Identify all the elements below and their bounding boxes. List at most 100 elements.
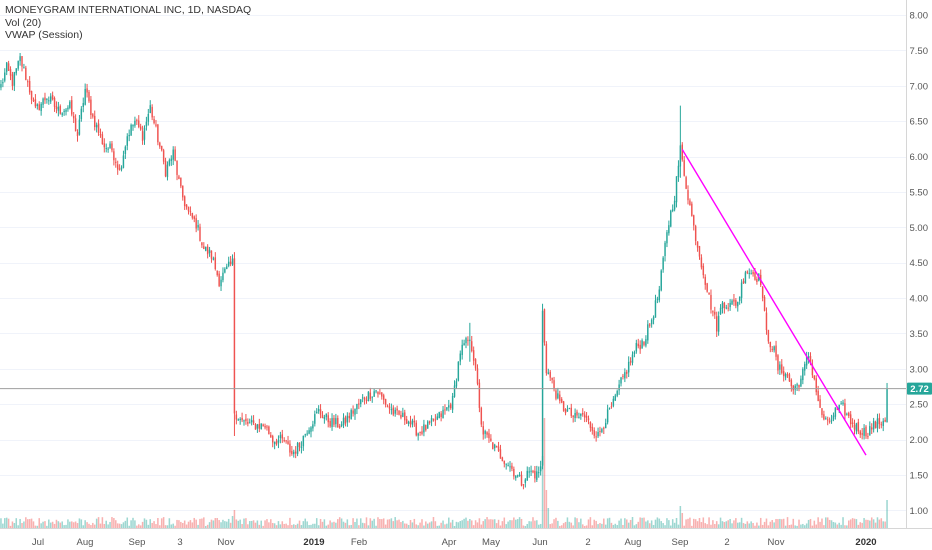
- time-axis-label: Aug: [77, 537, 94, 548]
- price-axis[interactable]: 8.00 7.50 7.00 6.50 6.00 5.50 5.00 4.50 4.00 3.50…: [910, 11, 929, 517]
- volume-bar: [331, 522, 333, 528]
- symbol-title[interactable]: MONEYGRAM INTERNATIONAL INC, 1D, NASDAQ: [5, 4, 252, 16]
- candle-body: [229, 261, 232, 265]
- volume-bar: [723, 522, 726, 528]
- volume-bar: [551, 523, 553, 528]
- candle-body: [21, 56, 23, 67]
- volume-bar: [790, 524, 793, 528]
- volume-bar: [124, 520, 127, 528]
- volume-bar: [275, 525, 278, 528]
- volume-bar: [436, 525, 439, 528]
- volume-bar: [199, 518, 201, 528]
- candle-body: [214, 257, 217, 270]
- volume-bar: [423, 525, 425, 528]
- candle-body: [338, 425, 341, 428]
- candle-body: [268, 426, 270, 435]
- candle-body: [342, 417, 345, 425]
- volume-bar: [671, 519, 674, 528]
- candle-body: [432, 418, 435, 420]
- volume-bar: [59, 522, 62, 528]
- candle-body: [591, 426, 594, 431]
- candle-body: [562, 401, 565, 411]
- candle-body: [662, 257, 664, 270]
- volume-bar: [643, 517, 645, 528]
- candle-body: [254, 424, 257, 430]
- time-axis-label: Aug: [625, 537, 642, 548]
- candle-body: [694, 226, 697, 241]
- volume-bar: [388, 519, 391, 528]
- candle-body: [113, 151, 115, 161]
- candle-body: [249, 422, 251, 424]
- candle-body: [865, 426, 867, 437]
- volume-bar: [869, 520, 871, 528]
- volume-bar: [235, 519, 238, 528]
- volume-bar: [206, 524, 209, 528]
- candle-body: [281, 434, 284, 439]
- volume-bar: [842, 517, 844, 528]
- volume-bar: [499, 525, 502, 528]
- candle-body: [861, 433, 863, 435]
- candle-body: [164, 160, 167, 177]
- volume-bar: [442, 520, 444, 528]
- candle-body: [30, 91, 33, 100]
- time-axis-label: 2019: [303, 537, 324, 548]
- volume-bar: [622, 524, 624, 528]
- volume-bar: [493, 519, 496, 528]
- price-candles: [0, 52, 888, 490]
- volume-bar: [95, 518, 98, 528]
- volume-bar: [626, 519, 628, 528]
- candle-body: [880, 424, 883, 426]
- trendline[interactable]: [681, 149, 867, 456]
- volume-bar: [319, 518, 322, 528]
- volume-bar: [377, 517, 379, 528]
- candle-body: [840, 403, 842, 405]
- volume-bar: [453, 525, 456, 528]
- vwap-indicator-label[interactable]: VWAP (Session): [5, 29, 83, 41]
- volume-bar: [870, 517, 873, 528]
- candle-body: [76, 132, 79, 137]
- volume-bar: [157, 518, 159, 528]
- time-axis-label: Nov: [218, 537, 235, 548]
- volume-bar: [252, 520, 255, 528]
- volume-indicator-label[interactable]: Vol (20): [5, 16, 42, 29]
- candle-body: [308, 430, 310, 434]
- volume-bar: [587, 519, 590, 528]
- candle-body: [553, 380, 555, 390]
- volume-bar: [438, 525, 440, 528]
- candle-body: [825, 418, 827, 420]
- volume-bar: [57, 521, 60, 528]
- candle-body: [472, 350, 475, 361]
- volume-bar: [289, 517, 291, 528]
- volume-bar: [497, 519, 500, 528]
- candle-body: [400, 414, 402, 418]
- volume-bar: [90, 525, 92, 528]
- candle-body: [497, 446, 500, 451]
- volume-bar: [76, 523, 79, 528]
- candle-body: [199, 226, 201, 241]
- volume-bar: [61, 521, 63, 528]
- candle-body: [19, 56, 21, 62]
- candle-body: [715, 316, 718, 332]
- volume-bar: [775, 518, 777, 528]
- candle-body: [377, 391, 379, 395]
- candle-body: [203, 246, 205, 250]
- candle-body: [310, 427, 312, 432]
- candle-body: [834, 407, 837, 417]
- candle-body: [321, 414, 324, 418]
- candle-body: [195, 218, 197, 229]
- candle-body: [815, 378, 817, 393]
- candle-body: [599, 431, 601, 433]
- volume-bar: [373, 518, 375, 528]
- time-axis[interactable]: Jul Aug Sep 3 Nov 2019 Feb Apr May Jun 2 Aug Sep 2 Nov…: [32, 537, 877, 548]
- time-axis-label: Nov: [768, 537, 785, 548]
- candle-body: [258, 424, 261, 429]
- volume-bar: [356, 518, 358, 528]
- price-axis-label: 8.00: [910, 11, 929, 22]
- candle-body: [813, 375, 816, 379]
- volume-bar: [738, 522, 741, 528]
- candle-body: [116, 164, 119, 170]
- volume-bar: [407, 524, 410, 528]
- volume-bar: [159, 525, 161, 528]
- candle-body: [80, 108, 83, 120]
